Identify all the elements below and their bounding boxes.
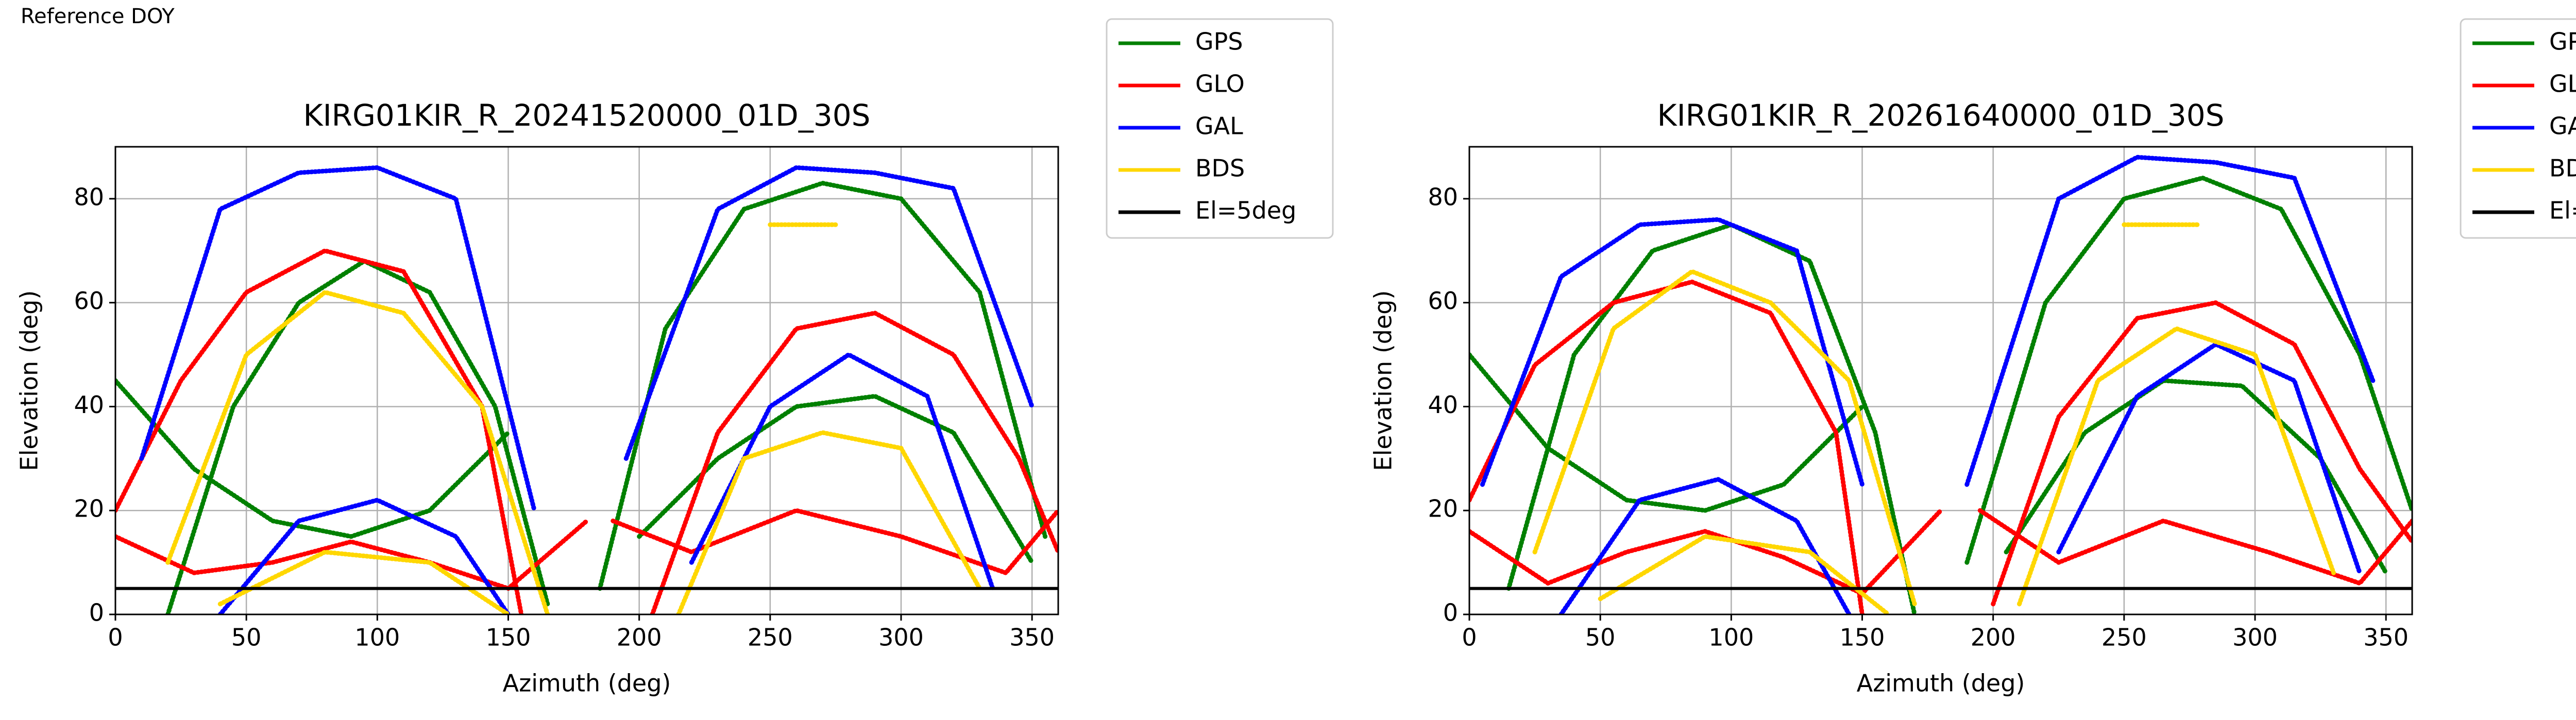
chart-title: KIRG01KIR_R_20261640000_01D_30S [1657, 98, 2225, 133]
plot-area [115, 165, 1058, 614]
x-tick-label: 100 [354, 624, 400, 652]
axes-frame [1468, 146, 2413, 615]
x-tick-label: 200 [1971, 624, 2016, 652]
x-tick-label: 350 [1009, 624, 1055, 652]
figure-label: Reference DOY [21, 5, 175, 28]
y-axis-label: Elevation (deg) [1369, 290, 1397, 471]
x-tick-label: 0 [108, 624, 123, 652]
track [1480, 155, 2376, 614]
x-tick-label: 300 [2232, 624, 2278, 652]
y-tick-label: 80 [74, 183, 104, 211]
y-tick-label: 0 [89, 599, 104, 627]
x-tick-label: 50 [231, 624, 262, 652]
x-tick-label: 150 [1840, 624, 1885, 652]
x-tick-label: 150 [486, 624, 531, 652]
track [115, 181, 1048, 614]
plot-area [1469, 155, 2412, 614]
x-tick-label: 0 [1462, 624, 1477, 652]
legend-label: GAL [2549, 112, 2576, 140]
legend-label: GLO [2549, 70, 2576, 98]
x-tick-label: 350 [2363, 624, 2409, 652]
legend-label: El=5deg [1195, 197, 1296, 225]
y-tick-label: 40 [74, 391, 104, 419]
track [1532, 222, 2336, 614]
y-tick-label: 0 [1443, 599, 1458, 627]
legend-label: BDS [2549, 155, 2576, 182]
x-axis-label: Azimuth (deg) [1857, 670, 2025, 697]
x-tick-label: 200 [617, 624, 662, 652]
track [165, 222, 982, 614]
y-tick-label: 20 [74, 495, 104, 523]
chart-title: KIRG01KIR_R_20241520000_01D_30S [303, 98, 871, 133]
axes-frame [114, 146, 1059, 615]
legend-label: GLO [1195, 70, 1245, 98]
track [115, 248, 1058, 614]
y-axis-label: Elevation (deg) [15, 290, 43, 471]
legend-label: BDS [1195, 155, 1245, 182]
y-tick-label: 60 [1428, 287, 1458, 315]
x-tick-label: 250 [748, 624, 793, 652]
legend-box [1106, 18, 1334, 239]
track [139, 165, 1035, 614]
y-tick-label: 60 [74, 287, 104, 315]
x-tick-label: 250 [2102, 624, 2147, 652]
legend-label: GAL [1195, 112, 1243, 140]
x-axis-label: Azimuth (deg) [503, 670, 671, 697]
y-tick-label: 40 [1428, 391, 1458, 419]
legend-label: El=5deg [2549, 197, 2576, 225]
y-tick-label: 80 [1428, 183, 1458, 211]
x-tick-label: 100 [1708, 624, 1754, 652]
legend-label: GPS [1195, 28, 1243, 56]
legend-label: GPS [2549, 28, 2576, 56]
x-tick-label: 50 [1585, 624, 1616, 652]
y-tick-label: 20 [1428, 495, 1458, 523]
track [1469, 279, 2412, 614]
x-tick-label: 300 [878, 624, 924, 652]
